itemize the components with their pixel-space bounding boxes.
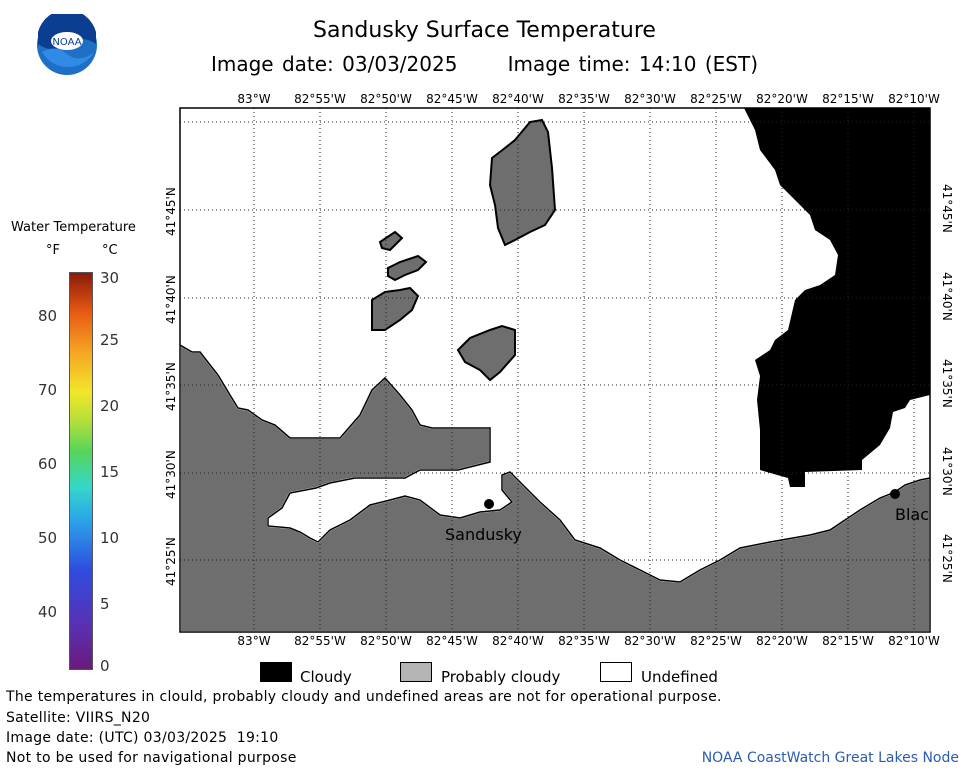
sandusky-marker — [484, 499, 494, 509]
place-label-sandusky: Sandusky — [445, 525, 522, 544]
top-lon-label: 83°W — [237, 92, 271, 106]
bottom-lon-label: 82°10'W — [888, 634, 940, 648]
colorbar-f-tick: 80 — [38, 307, 58, 325]
bottom-lon-label: 82°40'W — [492, 634, 544, 648]
right-lat-label: 41°35'N — [940, 359, 954, 408]
map-subtitle: Image date: 03/03/2025 Image time: 14:10… — [0, 52, 969, 76]
image-time: Image time: 14:10 (EST) — [507, 52, 759, 76]
top-lon-label: 82°10'W — [888, 92, 940, 106]
utc-date-text: Image date: (UTC) 03/03/2025 19:10 — [6, 730, 279, 746]
left-lat-label: 41°45'N — [164, 187, 178, 236]
bottom-lon-label: 82°15'W — [822, 634, 874, 648]
island-north-bass — [371, 286, 420, 331]
bottom-lon-label: 82°20'W — [756, 634, 808, 648]
colorbar — [69, 272, 93, 670]
island-kelleys — [456, 324, 516, 382]
right-lat-label: 41°45'N — [940, 184, 954, 233]
nav-warning-text: Not to be used for navigational purpose — [6, 750, 297, 766]
right-lat-label: 41°30'N — [940, 447, 954, 496]
island-small-1 — [387, 254, 428, 282]
colorbar-c-tick: 30 — [100, 269, 120, 287]
bottom-lon-label: 82°55'W — [294, 634, 346, 648]
top-lon-label: 82°35'W — [558, 92, 610, 106]
disclaimer-text: The temperatures in clould, probably clo… — [6, 689, 722, 705]
colorbar-c-tick: 5 — [100, 595, 110, 613]
island-small-2 — [378, 230, 404, 252]
right-lat-label: 41°25'N — [940, 534, 954, 583]
top-lon-label: 82°55'W — [294, 92, 346, 106]
top-lon-label: 82°30'W — [624, 92, 676, 106]
colorbar-c-tick: 25 — [100, 331, 120, 349]
top-lon-label: 82°40'W — [492, 92, 544, 106]
left-lat-label: 41°35'N — [164, 362, 178, 411]
colorbar-c-tick: 15 — [100, 463, 120, 481]
colorbar-f-tick: 60 — [38, 455, 58, 473]
top-lon-label: 82°20'W — [756, 92, 808, 106]
bottom-lon-label: 82°35'W — [558, 634, 610, 648]
colorbar-c-tick: 20 — [100, 397, 120, 415]
blac-marker — [890, 489, 900, 499]
left-lat-label: 41°40'N — [164, 275, 178, 324]
right-lat-label: 41°40'N — [940, 272, 954, 321]
left-lat-label: 41°25'N — [164, 537, 178, 586]
legend-probably-cloudy: Probably cloudy — [441, 668, 561, 686]
legend-undefined: Undefined — [641, 668, 718, 686]
bottom-lon-label: 83°W — [237, 634, 271, 648]
colorbar-c-tick: 0 — [100, 657, 110, 675]
colorbar-f-tick: 50 — [38, 529, 58, 547]
colorbar-f-tick: 70 — [38, 381, 58, 399]
left-lat-label: 41°30'N — [164, 450, 178, 499]
top-lon-label: 82°45'W — [426, 92, 478, 106]
unit-celsius: °C — [102, 243, 118, 258]
bottom-lon-label: 82°25'W — [690, 634, 742, 648]
noaa-logo: NOAA — [37, 14, 97, 75]
map-frame — [179, 107, 931, 633]
top-lon-label: 82°15'W — [822, 92, 874, 106]
colorbar-c-tick: 10 — [100, 529, 120, 547]
legend-swatch-cloudy — [260, 662, 292, 682]
colorbar-title: Water Temperature — [11, 220, 136, 235]
legend-swatch-probably-cloudy — [400, 662, 432, 682]
top-lon-label: 82°25'W — [690, 92, 742, 106]
credit-link[interactable]: NOAA CoastWatch Great Lakes Node — [701, 750, 959, 766]
top-lon-label: 82°50'W — [360, 92, 412, 106]
logo-text: NOAA — [52, 37, 81, 48]
image-date: Image date: 03/03/2025 — [210, 52, 458, 76]
bottom-lon-label: 82°45'W — [426, 634, 478, 648]
satellite-text: Satellite: VIIRS_N20 — [6, 710, 151, 726]
legend-swatch-undefined — [600, 662, 632, 682]
unit-fahrenheit: °F — [46, 243, 60, 258]
legend-cloudy: Cloudy — [300, 668, 352, 686]
island-pelee — [488, 118, 557, 247]
bottom-lon-label: 82°50'W — [360, 634, 412, 648]
graticule — [180, 108, 930, 632]
colorbar-f-tick: 40 — [38, 603, 58, 621]
bottom-lon-label: 82°30'W — [624, 634, 676, 648]
place-label-blac: Blac — [895, 505, 930, 524]
map-title: Sandusky Surface Temperature — [313, 18, 656, 43]
